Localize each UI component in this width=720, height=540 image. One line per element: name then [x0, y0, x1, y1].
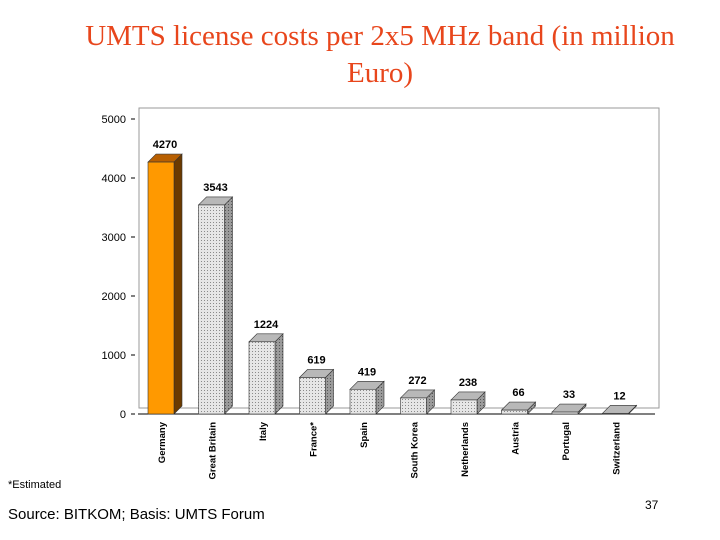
- slide-title-line-2: Euro): [346, 57, 414, 89]
- plot-frame: [138, 107, 660, 409]
- x-tick-label: Netherlands: [460, 422, 471, 477]
- bar-france: 619: [298, 354, 335, 415]
- bar-value-label: 33: [563, 389, 575, 401]
- x-tick-label: Portugal: [561, 422, 572, 461]
- axis-group: 0 1000 2000 3000 4000 5000 Germany Great Britai…: [102, 114, 655, 480]
- slide-title-line-1: UMTS license costs per 2x5 MHz band (in …: [85, 20, 675, 52]
- bar-front: [551, 411, 579, 415]
- slide-title: UMTS license costs per 2x5 MHz band (in …: [40, 18, 720, 92]
- bar-side: [274, 333, 284, 415]
- y-tick-label: 5000: [102, 114, 126, 126]
- bar-south-korea: 272: [399, 375, 436, 415]
- page-number: 37: [645, 498, 659, 512]
- bar-italy: 1224: [248, 319, 284, 415]
- bar-front: [400, 397, 427, 415]
- x-tick-label: South Korea: [410, 421, 421, 478]
- bar-germany: 4270: [147, 139, 183, 415]
- x-tick-label: France*: [309, 422, 320, 457]
- x-tick-label: Great Britain: [208, 422, 219, 480]
- x-tick-label: Switzerland: [612, 422, 623, 475]
- bar-value-label: 272: [408, 375, 426, 387]
- bar-front: [248, 341, 276, 415]
- bar-value-label: 66: [512, 387, 524, 399]
- x-tick-label: Spain: [359, 422, 370, 448]
- y-tick-label: 2000: [102, 291, 126, 303]
- bar-value-label: 619: [307, 354, 325, 366]
- bar-value-label: 4270: [153, 139, 177, 151]
- bar-value-label: 3543: [203, 182, 227, 194]
- bar-front: [501, 409, 528, 415]
- bar-side: [173, 153, 183, 415]
- bar-front: [602, 412, 629, 415]
- source-text: Source: BITKOM; Basis: UMTS Forum: [8, 506, 265, 523]
- bar-value-label: 419: [358, 366, 376, 378]
- bar-front: [349, 388, 377, 415]
- x-tick-label: Italy: [258, 421, 269, 441]
- bar-great-britain: 3543: [197, 182, 234, 415]
- bar-value-label: 238: [459, 377, 477, 389]
- bar-value-label: 12: [613, 390, 625, 402]
- bar-side: [224, 196, 233, 415]
- bar-front: [198, 204, 225, 415]
- bar-portugal: 33: [551, 389, 587, 415]
- bar-netherlands: 238: [450, 377, 486, 415]
- bar-spain: 419: [349, 366, 385, 415]
- bar-switzerland: 12: [601, 390, 638, 415]
- y-tick-label: 0: [120, 409, 126, 421]
- y-tick-label: 1000: [102, 350, 126, 362]
- y-tick-label: 3000: [102, 232, 126, 244]
- footnote: *Estimated: [8, 479, 62, 491]
- bar-austria: 66: [500, 387, 537, 415]
- x-tick-label: Germany: [157, 421, 168, 463]
- bar-value-label: 1224: [254, 319, 279, 331]
- x-tick-label: Austria: [511, 421, 522, 454]
- bar-top: [601, 404, 638, 414]
- bar-front: [299, 377, 326, 415]
- bar-front: [147, 161, 175, 415]
- y-tick-label: 4000: [102, 173, 126, 185]
- bars-group: 4270 3543 1224 619 419 272 238 66 33 12: [147, 139, 638, 415]
- bar-front: [450, 399, 478, 415]
